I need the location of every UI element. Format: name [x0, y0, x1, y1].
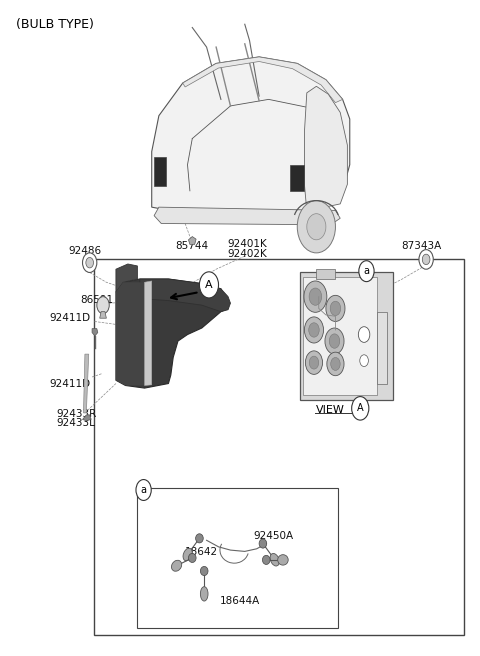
Circle shape [304, 281, 327, 312]
Polygon shape [83, 415, 91, 420]
Polygon shape [290, 165, 304, 191]
Circle shape [331, 358, 340, 371]
Polygon shape [140, 279, 230, 312]
Polygon shape [154, 207, 340, 225]
Text: 92411D: 92411D [49, 379, 90, 388]
Ellipse shape [278, 555, 288, 565]
Text: 92411D: 92411D [49, 313, 90, 323]
Circle shape [304, 317, 324, 343]
Text: 85744: 85744 [176, 241, 209, 251]
Circle shape [199, 272, 218, 298]
Circle shape [326, 295, 345, 321]
Text: VIEW: VIEW [316, 405, 345, 415]
Polygon shape [154, 157, 166, 186]
Ellipse shape [259, 539, 267, 548]
Polygon shape [304, 87, 348, 211]
Polygon shape [92, 329, 98, 336]
Polygon shape [84, 354, 89, 413]
Text: 92486: 92486 [68, 246, 101, 256]
Ellipse shape [270, 554, 279, 566]
Circle shape [360, 355, 368, 367]
Circle shape [419, 250, 433, 269]
Circle shape [307, 214, 326, 240]
Circle shape [329, 334, 340, 348]
Circle shape [305, 351, 323, 375]
Circle shape [309, 288, 322, 305]
Circle shape [83, 253, 97, 272]
Polygon shape [189, 237, 196, 245]
Polygon shape [116, 279, 228, 388]
Text: A: A [205, 280, 213, 290]
Text: 87343A: 87343A [401, 241, 442, 251]
Circle shape [352, 397, 369, 420]
Ellipse shape [196, 534, 203, 543]
Ellipse shape [183, 548, 192, 561]
Polygon shape [116, 282, 144, 386]
Polygon shape [183, 57, 343, 102]
Ellipse shape [200, 586, 208, 601]
Text: a: a [141, 485, 146, 495]
Polygon shape [144, 281, 152, 386]
Text: 92401K: 92401K [228, 239, 267, 249]
FancyBboxPatch shape [300, 272, 393, 400]
Text: 92433L: 92433L [56, 419, 95, 428]
Circle shape [309, 356, 319, 369]
Text: a: a [363, 266, 370, 276]
FancyBboxPatch shape [303, 277, 377, 396]
Circle shape [330, 301, 341, 316]
Text: 18644A: 18644A [220, 596, 260, 606]
Circle shape [297, 201, 336, 253]
Text: 92450A: 92450A [253, 531, 293, 541]
Ellipse shape [263, 556, 270, 564]
Ellipse shape [189, 554, 196, 562]
Circle shape [422, 254, 430, 264]
Text: 86591: 86591 [80, 295, 113, 305]
Circle shape [359, 327, 370, 342]
Circle shape [325, 328, 344, 354]
Circle shape [359, 260, 374, 281]
FancyBboxPatch shape [377, 312, 387, 384]
Circle shape [136, 480, 151, 501]
Polygon shape [100, 312, 107, 318]
Circle shape [86, 257, 94, 268]
Text: 18642: 18642 [185, 547, 218, 557]
Text: 92433R: 92433R [56, 409, 96, 419]
Circle shape [97, 297, 109, 314]
Text: 92402K: 92402K [228, 249, 267, 258]
Ellipse shape [200, 566, 208, 575]
Polygon shape [152, 57, 350, 216]
Text: (BULB TYPE): (BULB TYPE) [16, 18, 94, 31]
FancyBboxPatch shape [95, 259, 464, 635]
Ellipse shape [171, 560, 182, 571]
FancyBboxPatch shape [316, 269, 336, 279]
Circle shape [309, 323, 319, 337]
Polygon shape [116, 264, 137, 292]
Text: A: A [357, 403, 363, 413]
FancyBboxPatch shape [137, 488, 338, 628]
Circle shape [327, 352, 344, 376]
